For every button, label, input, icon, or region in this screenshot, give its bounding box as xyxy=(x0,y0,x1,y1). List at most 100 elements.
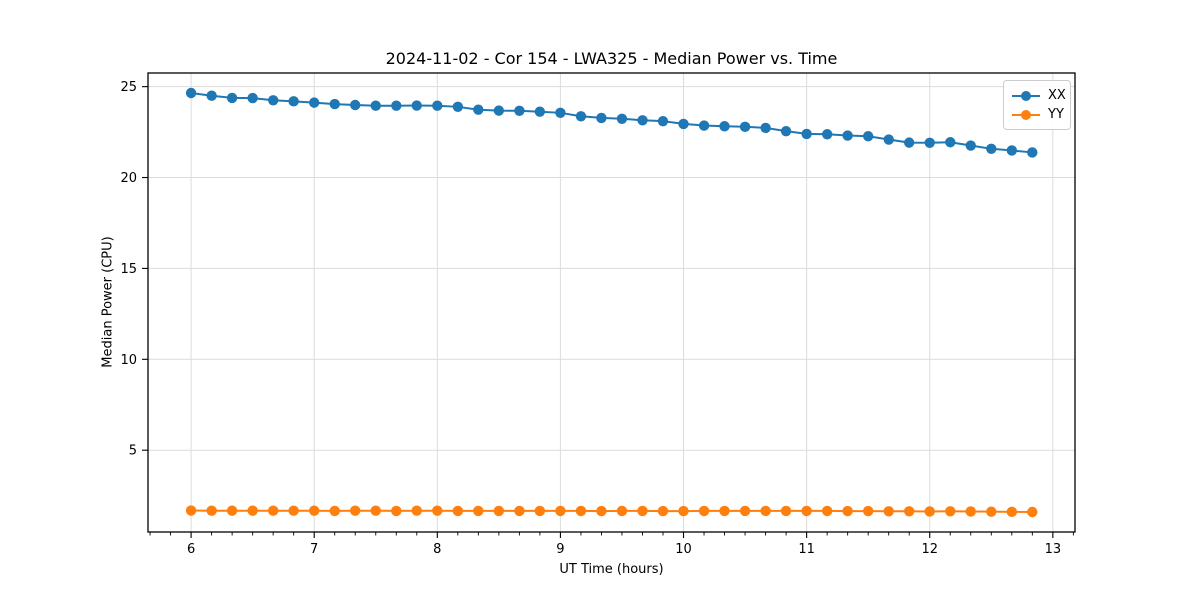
yy-line-marker-icon xyxy=(1012,109,1040,120)
data-point-xx xyxy=(268,95,279,106)
data-point-yy xyxy=(226,505,238,516)
data-point-xx xyxy=(349,99,361,111)
y-tick-label: 10 xyxy=(120,353,137,368)
x-tick-label: 11 xyxy=(798,542,815,557)
legend-label-xx: XX xyxy=(1048,88,1066,103)
data-point-yy xyxy=(760,505,771,517)
x-tick-label: 9 xyxy=(556,542,564,557)
data-point-xx xyxy=(473,104,484,115)
data-point-xx xyxy=(329,98,340,110)
data-point-xx xyxy=(1006,145,1018,156)
data-point-yy xyxy=(616,505,628,517)
data-point-xx xyxy=(391,100,402,111)
y-axis-label: Median Power (CPU) xyxy=(100,236,116,368)
data-point-xx xyxy=(760,122,771,134)
data-point-yy xyxy=(719,505,730,517)
x-tick-label: 10 xyxy=(675,542,692,557)
data-point-yy xyxy=(1006,506,1018,518)
data-point-yy xyxy=(534,505,546,517)
legend-item-yy: YY xyxy=(1012,105,1064,124)
data-point-xx xyxy=(842,130,853,141)
data-point-yy xyxy=(349,505,361,516)
data-point-yy xyxy=(473,505,484,517)
data-point-xx xyxy=(739,121,751,133)
data-point-yy xyxy=(780,505,792,517)
data-point-yy xyxy=(678,505,689,517)
data-point-xx xyxy=(945,137,956,148)
data-point-xx xyxy=(411,100,422,111)
data-point-yy xyxy=(862,505,874,517)
data-point-xx xyxy=(719,121,730,132)
data-point-xx xyxy=(821,129,833,140)
x-tick-label: 6 xyxy=(187,542,195,557)
x-tick-label: 8 xyxy=(433,542,441,557)
data-point-yy xyxy=(596,505,607,517)
data-point-xx xyxy=(555,107,566,119)
data-point-yy xyxy=(555,505,566,517)
data-point-yy xyxy=(965,506,976,517)
data-point-yy xyxy=(411,505,422,516)
data-point-yy xyxy=(432,505,443,516)
y-tick-label: 15 xyxy=(120,262,137,277)
data-point-xx xyxy=(534,106,546,117)
data-point-xx xyxy=(514,105,525,117)
data-point-xx xyxy=(596,112,607,124)
data-point-yy xyxy=(657,505,669,517)
data-point-xx xyxy=(1027,147,1038,158)
data-point-xx xyxy=(288,96,299,107)
data-point-xx xyxy=(637,115,648,126)
data-point-yy xyxy=(308,505,320,516)
x-axis-label: UT Time (hours) xyxy=(559,562,664,577)
x-tick-label: 13 xyxy=(1045,542,1062,557)
data-point-xx xyxy=(226,92,238,104)
data-point-xx xyxy=(965,140,976,151)
data-point-xx xyxy=(801,128,812,140)
data-point-yy xyxy=(986,506,997,517)
legend: XX YY xyxy=(1003,80,1071,130)
data-point-xx xyxy=(432,100,443,111)
data-point-xx xyxy=(678,118,689,130)
data-point-yy xyxy=(329,505,340,517)
data-point-yy xyxy=(698,505,710,517)
x-tick-label: 7 xyxy=(310,542,318,557)
data-point-yy xyxy=(945,506,956,517)
data-point-yy xyxy=(883,506,894,517)
data-point-xx xyxy=(698,120,710,131)
data-point-yy xyxy=(514,505,525,517)
y-tick-label: 20 xyxy=(120,171,137,186)
y-tick-label: 5 xyxy=(129,444,137,459)
data-point-xx xyxy=(308,97,320,108)
data-point-yy xyxy=(1027,506,1038,518)
data-point-xx xyxy=(657,115,669,127)
data-point-xx xyxy=(903,137,915,148)
data-point-xx xyxy=(185,87,197,99)
data-point-xx xyxy=(616,113,628,125)
data-point-yy xyxy=(206,505,217,516)
x-tick-label: 12 xyxy=(921,542,938,557)
data-point-xx xyxy=(924,137,935,149)
y-tick-label: 25 xyxy=(120,80,137,95)
data-point-yy xyxy=(842,505,853,517)
data-point-yy xyxy=(575,505,587,517)
data-point-xx xyxy=(247,92,258,104)
data-point-yy xyxy=(903,506,915,517)
axes-frame xyxy=(147,72,1076,533)
data-point-yy xyxy=(493,505,505,517)
data-point-xx xyxy=(986,143,997,155)
data-point-xx xyxy=(575,111,587,122)
data-point-yy xyxy=(452,505,464,517)
data-point-yy xyxy=(370,505,381,516)
data-point-yy xyxy=(247,505,258,516)
legend-item-xx: XX xyxy=(1012,86,1066,105)
xx-line-marker-icon xyxy=(1012,90,1040,101)
data-point-xx xyxy=(883,134,894,145)
data-point-yy xyxy=(637,505,648,517)
data-point-xx xyxy=(862,131,874,142)
data-point-xx xyxy=(452,101,464,113)
data-point-yy xyxy=(288,505,299,516)
data-point-xx xyxy=(780,125,792,137)
legend-label-yy: YY xyxy=(1048,107,1064,122)
data-point-xx xyxy=(493,105,505,116)
